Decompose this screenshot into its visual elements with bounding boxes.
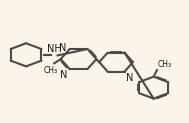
Text: N: N (126, 73, 134, 83)
Text: N: N (59, 43, 66, 54)
Text: NH: NH (47, 44, 62, 54)
Text: CH₃: CH₃ (158, 60, 172, 69)
Text: CH₃: CH₃ (43, 66, 57, 75)
Text: N: N (60, 70, 67, 80)
